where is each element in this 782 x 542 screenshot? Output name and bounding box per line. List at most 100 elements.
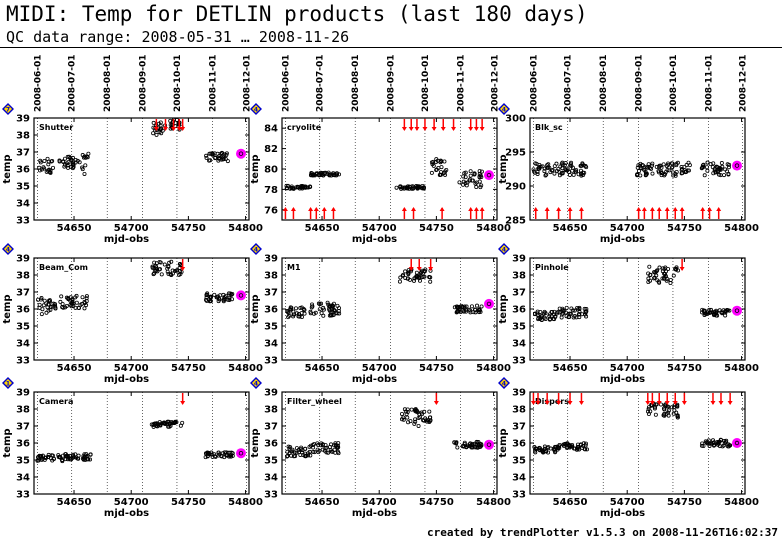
data-point	[473, 310, 478, 315]
data-point	[651, 276, 656, 281]
data-point	[74, 300, 79, 305]
date-tick-label: 2008-07-01	[316, 54, 326, 112]
data-point	[81, 457, 86, 462]
data-point	[666, 413, 671, 418]
data-point	[583, 441, 588, 446]
outlier-arrow-head	[556, 401, 562, 405]
data-point	[158, 127, 163, 132]
data-point	[533, 450, 538, 455]
badge-diamond	[250, 377, 262, 389]
data-point	[207, 158, 212, 163]
data-point	[702, 311, 707, 316]
x-tick-label: 54700	[114, 497, 149, 508]
badge-diamond	[250, 103, 262, 115]
latest-point-marker	[483, 439, 494, 450]
data-point	[638, 161, 643, 166]
data-point	[463, 175, 468, 180]
y-tick-label: 39	[16, 388, 30, 399]
data-point	[650, 171, 655, 176]
data-point	[406, 420, 411, 425]
date-tick-label: 2008-10-01	[421, 54, 431, 112]
data-point	[652, 270, 657, 275]
data-point	[413, 408, 418, 413]
badge-diamond	[250, 243, 262, 255]
data-point	[479, 169, 484, 174]
y-tick-label: 76	[264, 205, 278, 216]
data-point	[583, 164, 588, 169]
data-point	[472, 172, 477, 177]
data-point	[669, 405, 674, 410]
data-point	[479, 304, 484, 309]
data-point	[720, 444, 725, 449]
panel-beam-com: 4 33 34 35 36 37 38 39 54650 54700 54750 54800 mjd-o…	[2, 243, 263, 385]
data-point	[404, 412, 409, 417]
data-point	[646, 276, 651, 281]
data-point	[543, 446, 548, 451]
data-point	[576, 312, 581, 317]
y-tick-label: 78	[264, 185, 278, 196]
x-tick-label: 54750	[667, 223, 702, 234]
latest-point-marker	[235, 148, 246, 159]
data-point	[334, 173, 339, 178]
date-tick-label: 2008-12-01	[739, 54, 749, 112]
data-point	[644, 164, 649, 169]
y-tick-label: 36	[16, 305, 30, 316]
data-point	[50, 158, 55, 163]
data-point	[701, 309, 706, 314]
data-point	[177, 272, 182, 277]
data-point	[578, 163, 583, 168]
data-point	[38, 454, 43, 459]
outlier-arrow-head	[153, 127, 159, 131]
data-point	[335, 446, 340, 451]
data-point	[584, 447, 589, 452]
data-point	[69, 301, 74, 306]
data-point	[332, 443, 337, 448]
y-tick-label: 39	[264, 388, 278, 399]
latest-point	[486, 442, 492, 447]
data-point	[335, 303, 340, 308]
data-point	[299, 315, 304, 320]
data-point	[61, 159, 66, 164]
data-point	[63, 457, 68, 462]
data-point	[565, 167, 570, 172]
data-point	[44, 169, 49, 174]
data-point	[557, 306, 562, 311]
data-point	[397, 279, 402, 284]
y-axis-label: temp	[250, 428, 261, 457]
data-point	[179, 269, 184, 274]
data-point	[712, 442, 717, 447]
data-point	[560, 166, 565, 171]
data-point	[308, 184, 313, 189]
data-point	[649, 166, 654, 171]
data-point	[726, 442, 731, 447]
data-points	[532, 264, 732, 322]
data-point	[470, 441, 475, 446]
data-point	[422, 409, 427, 414]
data-points	[285, 407, 484, 459]
x-tick-label: 54650	[305, 363, 340, 374]
data-point	[665, 168, 670, 173]
y-tick-label: 36	[512, 305, 526, 316]
data-point	[434, 168, 439, 173]
y-tick-label: 38	[512, 271, 526, 282]
data-point	[531, 167, 536, 172]
data-point	[655, 268, 660, 273]
latest-point	[238, 451, 244, 456]
outlier-arrow-head	[401, 127, 407, 131]
y-tick-label: 35	[512, 456, 526, 467]
outlier-arrow-head	[567, 401, 573, 405]
data-points	[36, 259, 235, 317]
data-point	[572, 308, 577, 313]
panel-cryolite: 2008-06-01 2008-07-01 2008-08-01 2008-09-01…	[250, 54, 511, 245]
x-tick-label: 54750	[419, 223, 454, 234]
panel-label: Blk_sc	[535, 123, 563, 132]
outlier-arrow-head	[428, 267, 434, 271]
data-point	[657, 280, 662, 285]
data-point	[661, 406, 666, 411]
data-point	[207, 297, 212, 302]
data-point	[331, 173, 336, 178]
data-point	[400, 185, 405, 190]
data-point	[545, 165, 550, 170]
data-point	[424, 418, 429, 423]
data-point	[658, 169, 663, 174]
